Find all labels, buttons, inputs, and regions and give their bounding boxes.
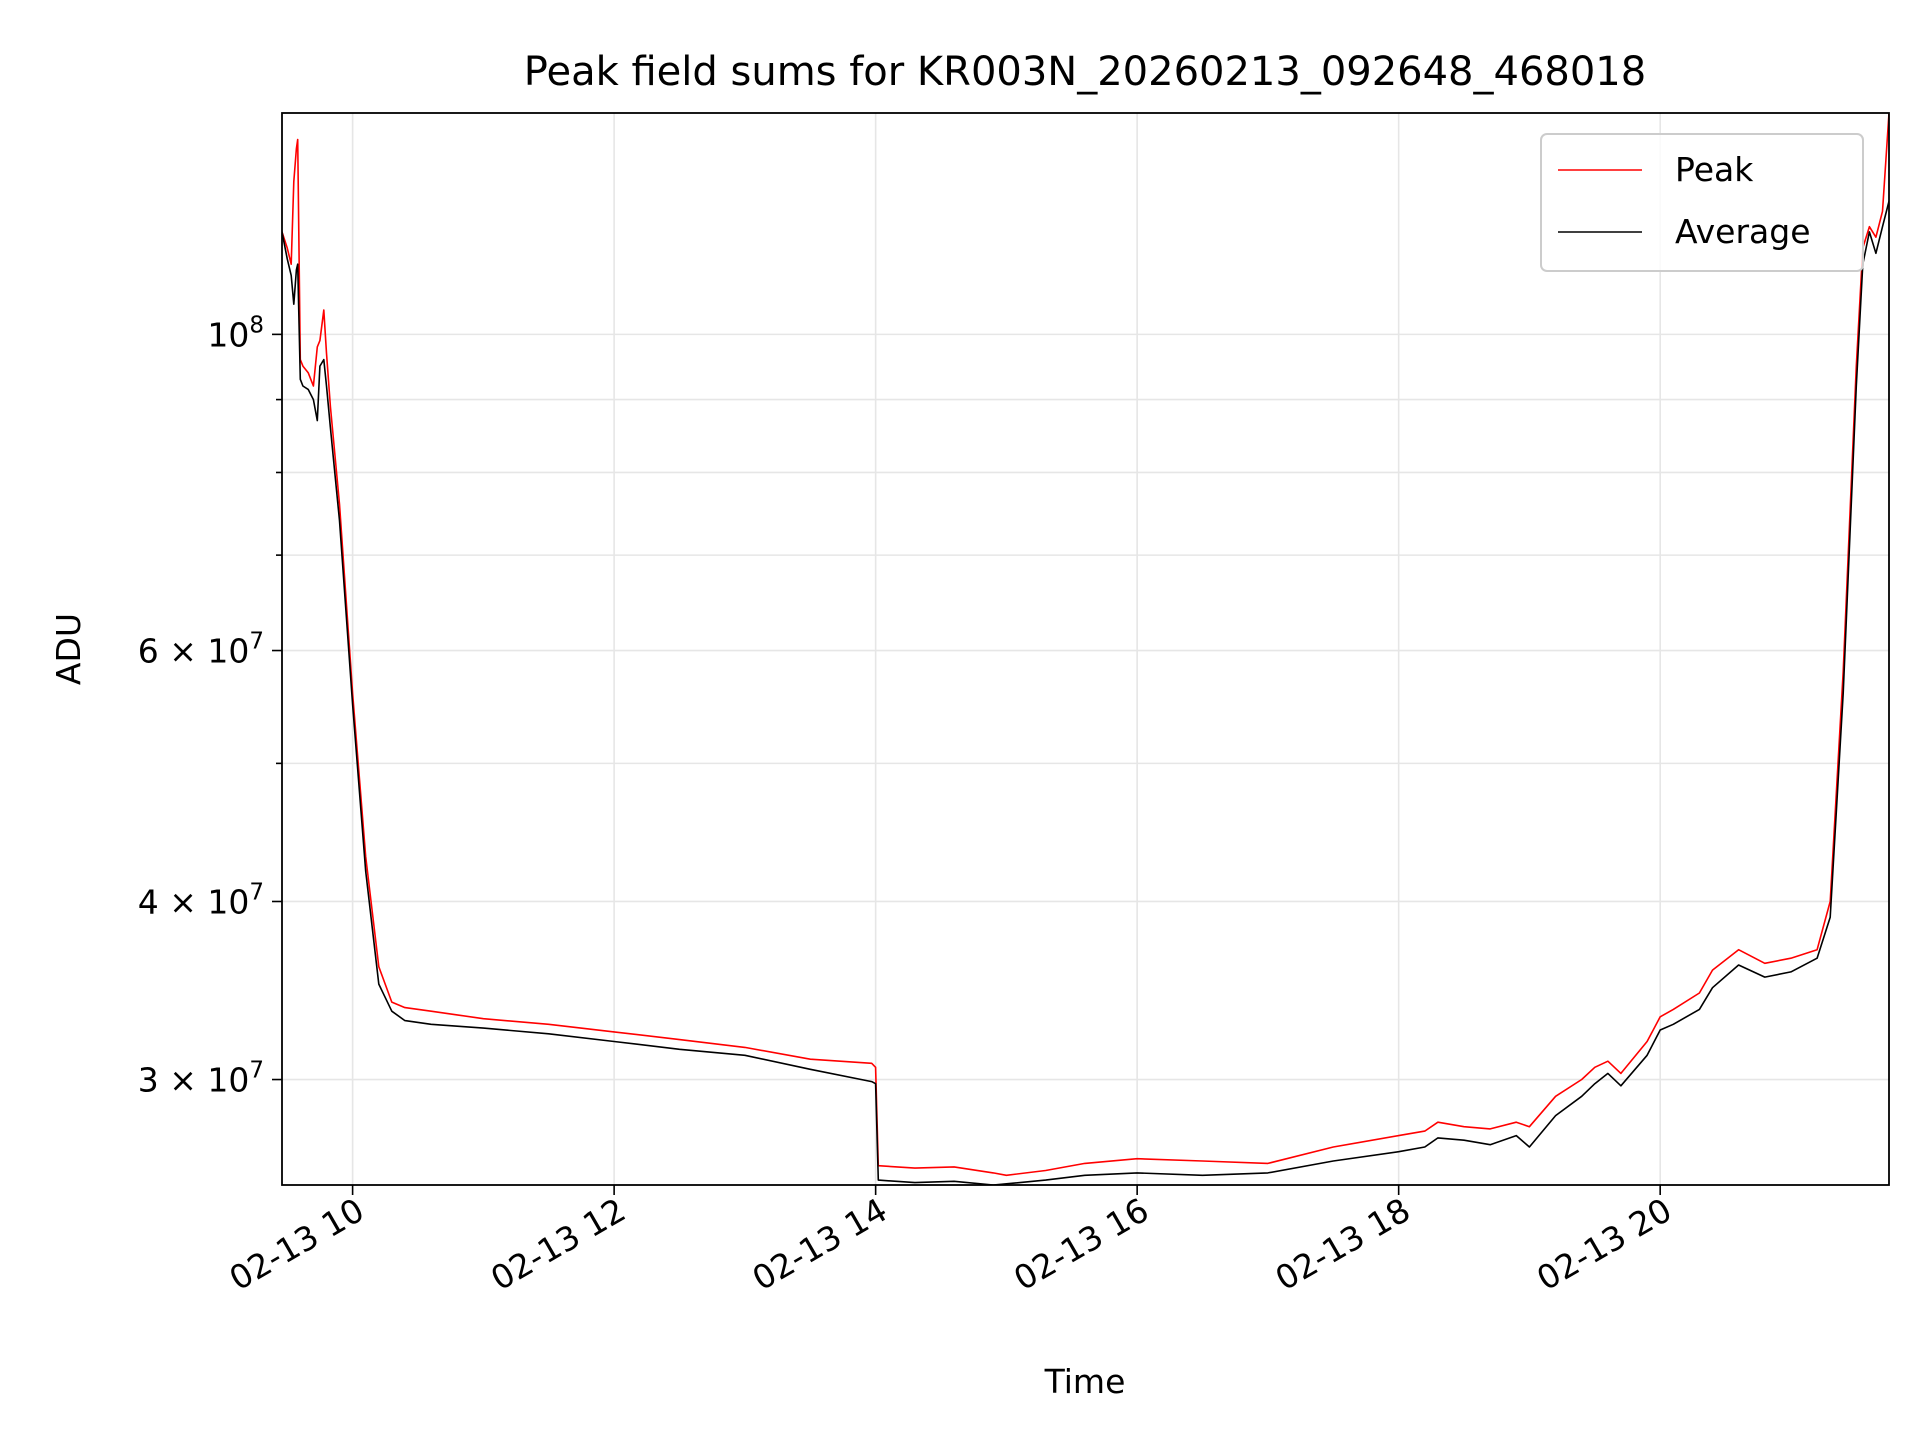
legend-box [1540,133,1864,272]
chart-title: Peak field sums for KR003N_20260213_0926… [524,49,1646,95]
gridlines [282,113,1889,1185]
legend-average-label: Average [1675,212,1811,251]
legend-peak-label: Peak [1675,150,1754,189]
plot-frame [281,112,1890,1186]
y-tick-label: 108 [207,312,264,354]
series-line-average [282,201,1889,1185]
y-tick-label: 3 × 107 [138,1058,264,1100]
series-layer [282,113,1889,1185]
y-axis-label: ADU [49,613,88,685]
x-axis-label: Time [1044,1362,1126,1401]
y-tick-label: 4 × 107 [138,879,264,921]
y-tick-label: 6 × 107 [138,629,264,671]
series-line-peak [282,113,1889,1177]
legend: Peak Average [1540,133,1864,272]
